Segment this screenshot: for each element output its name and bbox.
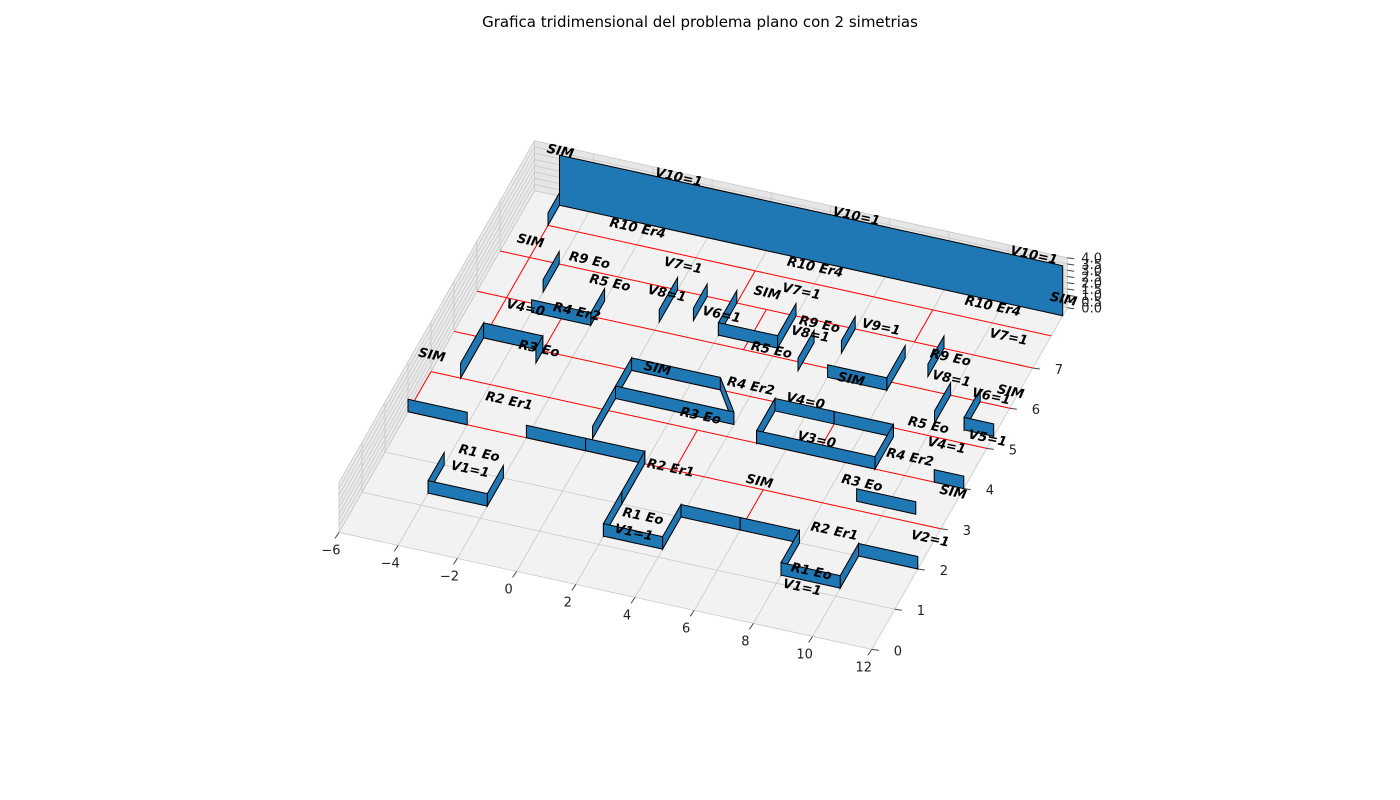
wall-panel xyxy=(840,314,856,356)
x-tick-mark xyxy=(689,610,695,617)
x-tick-mark xyxy=(334,532,340,539)
x-tick-label: 0 xyxy=(504,582,512,597)
z-tick-mark xyxy=(1067,257,1075,260)
wall-panel xyxy=(658,275,679,325)
x-tick-mark xyxy=(571,584,577,591)
x-tick-label: 2 xyxy=(564,595,572,610)
y-tick-mark xyxy=(1032,367,1040,370)
wall-panel xyxy=(856,488,917,515)
x-tick-mark xyxy=(808,636,814,643)
y-tick-label: 6 xyxy=(1032,403,1040,418)
wall-label: SIM xyxy=(417,346,447,366)
tick-labels: −6−4−2024681012012345670.00.51.01.52.02.… xyxy=(321,252,1102,676)
y-tick-mark xyxy=(963,488,971,491)
z-tick-mark xyxy=(1067,263,1075,266)
wall-label: SIM xyxy=(1049,290,1079,310)
z-tick-label: 1.0 xyxy=(1081,289,1102,304)
x-tick-label: 6 xyxy=(682,621,690,636)
x-tick-label: 10 xyxy=(796,647,813,662)
wall-panel xyxy=(407,398,468,426)
floor-pane xyxy=(339,190,1068,650)
y-tick-label: 3 xyxy=(963,524,971,539)
x-tick-mark xyxy=(512,571,518,578)
wall-label: SIM xyxy=(836,370,866,390)
y-tick-label: 5 xyxy=(1009,443,1017,458)
z-tick-label: 4.0 xyxy=(1081,252,1102,267)
z-tick-mark xyxy=(1067,275,1075,278)
wall-panel xyxy=(535,334,544,365)
x-tick-mark xyxy=(452,558,458,565)
wall-panel xyxy=(797,328,815,373)
x-tick-mark xyxy=(393,545,399,552)
z-tick-label: 0.0 xyxy=(1081,302,1102,317)
x-tick-label: 4 xyxy=(623,608,631,623)
z-tick-label: 3.0 xyxy=(1081,264,1102,279)
y-tick-mark xyxy=(917,568,925,571)
wall-panel xyxy=(602,523,664,550)
z-tick-label: 3.5 xyxy=(1081,258,1102,273)
z-tick-mark xyxy=(1067,307,1075,310)
red-line xyxy=(736,270,756,304)
red-line xyxy=(913,309,934,343)
y-tick-label: 2 xyxy=(940,564,948,579)
grid-line-z xyxy=(338,140,1068,483)
wall-panel xyxy=(531,299,592,326)
z-tick-label: 1.5 xyxy=(1081,283,1102,298)
x-tick-label: −4 xyxy=(381,556,400,571)
wall-panel xyxy=(963,416,995,437)
wall-panel xyxy=(858,542,919,570)
wall-label: SIM xyxy=(744,472,774,492)
walls xyxy=(407,154,1064,591)
y-tick-label: 1 xyxy=(917,604,925,619)
z-tick-mark xyxy=(1067,300,1075,303)
y-tick-mark xyxy=(871,648,879,651)
wall-label: SIM xyxy=(996,382,1026,402)
wall-label: SIM xyxy=(938,483,968,503)
wall-panel xyxy=(717,322,779,349)
wall-panel xyxy=(780,562,841,589)
x-tick-label: −6 xyxy=(321,543,340,558)
y-tick-label: 0 xyxy=(894,644,902,659)
y-tick-label: 4 xyxy=(986,484,994,499)
chart-title: Grafica tridimensional del problema plan… xyxy=(482,13,918,31)
wall-label: SIM xyxy=(752,283,782,303)
z-tick-mark xyxy=(1067,294,1075,297)
y-tick-mark xyxy=(986,447,994,450)
red-line xyxy=(673,429,698,471)
y-tick-mark xyxy=(1009,407,1017,410)
y-tick-mark xyxy=(940,528,948,531)
wall-panel xyxy=(692,282,708,323)
wall-panel xyxy=(615,385,735,426)
wall-label: SIM xyxy=(545,142,575,162)
wall-label: SIM xyxy=(642,359,672,379)
wall-panel xyxy=(559,154,1064,317)
x-tick-label: 8 xyxy=(741,634,749,649)
grid-line-z xyxy=(338,146,1068,489)
wall-panel xyxy=(542,249,560,295)
x-tick-mark xyxy=(748,623,754,630)
red-line xyxy=(547,224,1052,337)
x-tick-label: −2 xyxy=(440,569,459,584)
red-line xyxy=(742,309,767,350)
z-tick-mark xyxy=(1067,288,1075,291)
wall-panel xyxy=(827,364,888,391)
x-tick-mark xyxy=(630,597,636,604)
x-tick-mark xyxy=(867,649,873,656)
wall-panel xyxy=(933,468,965,490)
z-tick-label: 0.5 xyxy=(1081,295,1102,310)
x-tick-label: 12 xyxy=(856,660,873,675)
z-tick-label: 2.5 xyxy=(1081,270,1102,285)
wall-panel xyxy=(934,380,952,426)
wall-panel xyxy=(427,480,488,507)
wall-panel xyxy=(927,334,945,379)
y-tick-label: 7 xyxy=(1055,363,1063,378)
y-tick-mark xyxy=(894,608,902,611)
z-tick-label: 2.0 xyxy=(1081,277,1102,292)
z-tick-mark xyxy=(1067,269,1075,272)
wall-panel xyxy=(756,429,876,470)
z-tick-mark xyxy=(1067,282,1075,285)
wall-label: SIM xyxy=(515,231,545,251)
